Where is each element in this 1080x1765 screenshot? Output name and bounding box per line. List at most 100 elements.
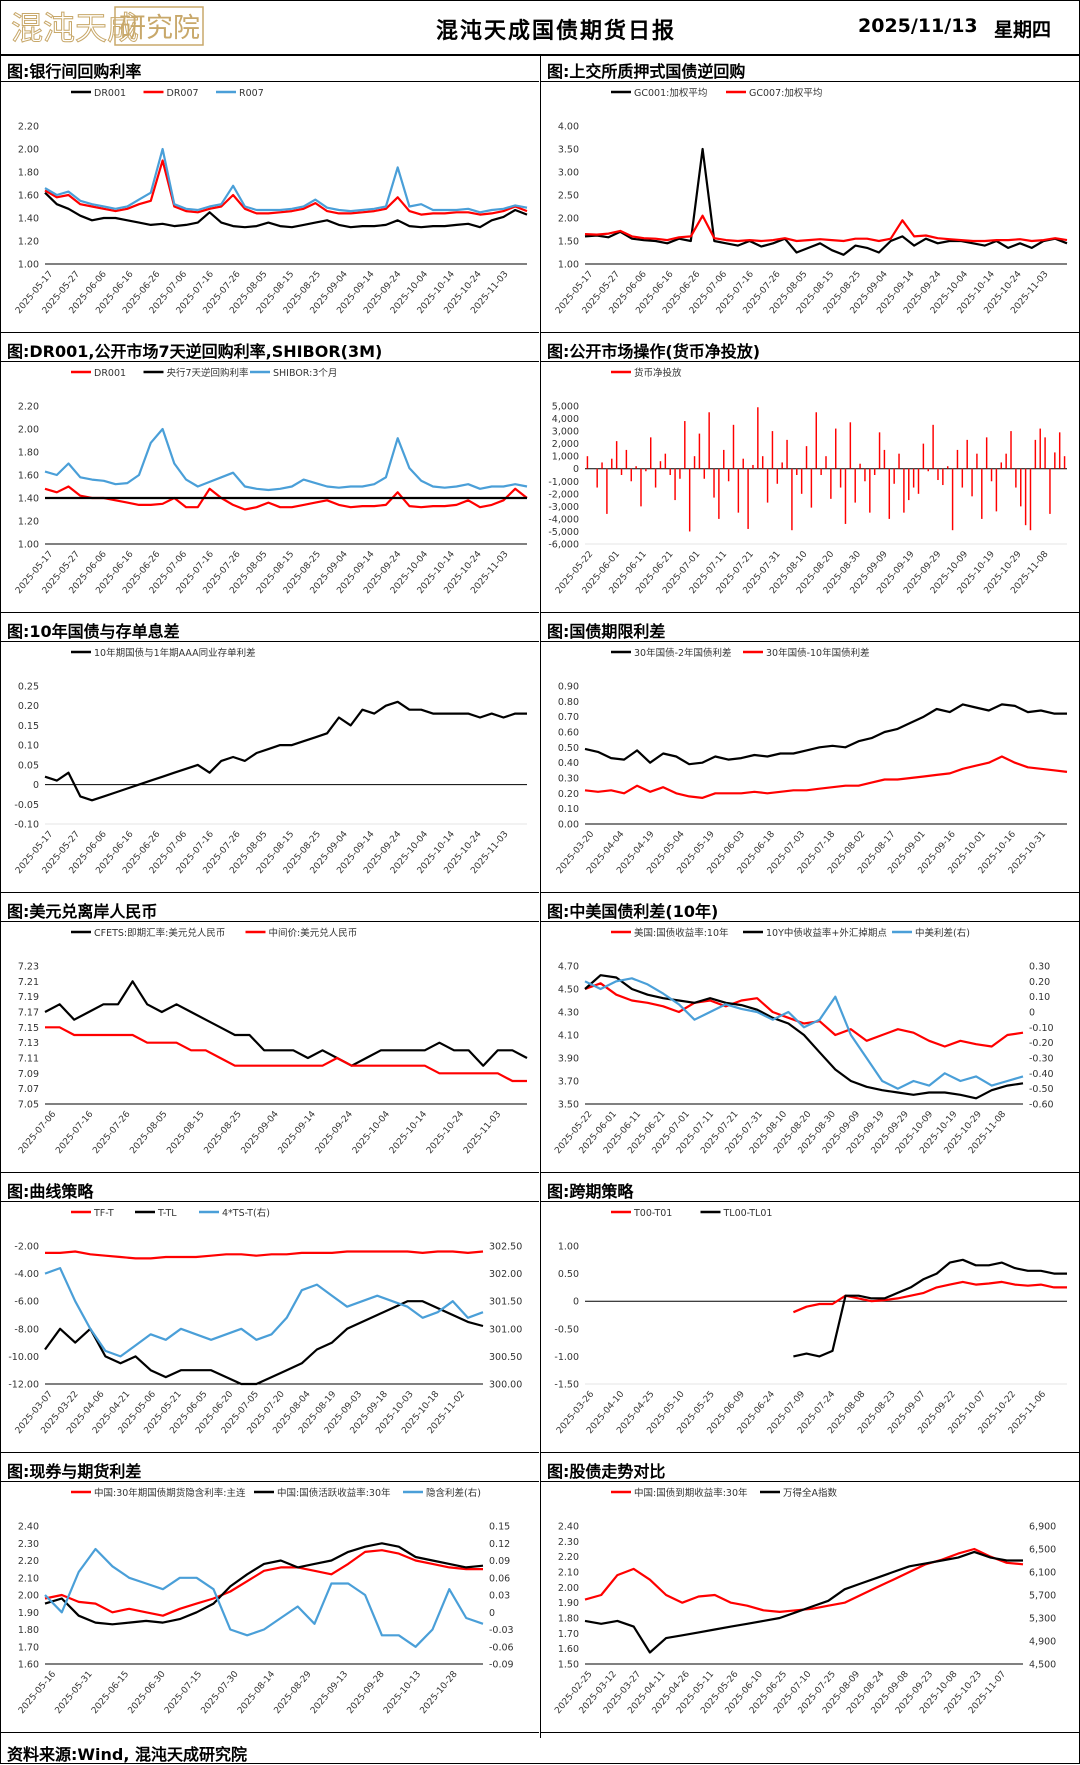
y-tick-label: 1.70	[18, 1642, 39, 1653]
bar	[937, 468, 939, 481]
bar	[1034, 439, 1037, 469]
y-right-tick-label: 300.50	[489, 1352, 522, 1363]
y-tick-label: 1.80	[18, 168, 39, 179]
bar	[1054, 452, 1056, 469]
panel-calendar-strategy: 图:跨期策略 T00-T01 TL00-TL01 -1.50 -1.00 -0.50 0 0…	[541, 1174, 1079, 1453]
y-tick-label: 0.10	[558, 804, 579, 815]
legend-label: 中国:国债活跃收益率:30年	[277, 1487, 391, 1499]
y-tick-label: 7.15	[18, 1023, 39, 1034]
bar	[727, 468, 730, 482]
y-right-tick-label: 0.12	[489, 1539, 510, 1550]
y-tick-label: 2.00	[18, 145, 39, 156]
legend-label: 10Y中债收益率+外汇掉期点	[766, 927, 887, 939]
panel-usdcnh: 图:美元兑离岸人民币 CFETS:即期汇率:美元兑人民币 中间价:美元兑人民币 7.…	[1, 894, 539, 1173]
bar	[747, 468, 749, 529]
series-line	[584, 147, 1068, 256]
panel-title-rule	[1, 1201, 539, 1202]
bar	[1000, 462, 1003, 469]
legend-item: 美国:国债收益率:10年	[611, 927, 729, 939]
y-tick-label: -0.50	[554, 1324, 579, 1335]
y-right-tick-label: 6,900	[1029, 1522, 1056, 1533]
bar	[796, 468, 798, 475]
bar	[645, 468, 647, 472]
y-tick-label: 1.00	[558, 1242, 579, 1253]
y-tick-label: -1.50	[554, 1380, 579, 1391]
svg-text:研究院: 研究院	[119, 13, 200, 44]
legend-item: SHIBOR:3个月	[250, 368, 337, 379]
bar	[849, 422, 852, 469]
y-tick-label: 1.80	[558, 1614, 579, 1625]
bar	[971, 468, 973, 497]
y-tick-label: 1.60	[18, 191, 39, 202]
panel-title: 图:公开市场操作(货币净投放)	[547, 342, 761, 361]
bar	[776, 468, 779, 484]
panel-title: 图:DR001,公开市场7天逆回购利率,SHIBOR(3M)	[7, 342, 383, 361]
x-tick-label: 2025-05-31	[53, 1670, 94, 1717]
bar	[620, 468, 623, 475]
legend-label: 中国:国债到期收益率:30年	[634, 1487, 748, 1499]
y-tick-label: 7.11	[18, 1054, 39, 1065]
bar	[859, 463, 861, 469]
bar	[976, 453, 978, 469]
y-tick-label: 4.10	[558, 1031, 579, 1042]
y-tick-label: 4.70	[558, 962, 579, 973]
bar	[927, 468, 929, 472]
legend-label: 10年期国债与1年期AAA同业存单利差	[94, 647, 256, 659]
series-line	[44, 980, 528, 1067]
legend-label: 中美利差(右)	[915, 927, 970, 939]
y-tick-label: 1.80	[18, 1625, 39, 1636]
legend-item: 中国:国债活跃收益率:30年	[254, 1487, 391, 1499]
y-tick-label: -1,000	[548, 477, 579, 488]
y-tick-label: 0	[573, 1297, 579, 1308]
x-tick-label: 2025-10-28	[418, 1669, 459, 1716]
series-line	[44, 159, 528, 216]
bar	[922, 443, 925, 469]
bar	[961, 468, 964, 488]
y-tick-label: 0.60	[558, 728, 579, 739]
bar	[732, 424, 735, 469]
panel-title: 图:银行间回购利率	[7, 62, 142, 81]
legend-item: 中美利差(右)	[892, 927, 970, 939]
y-tick-label: 3.50	[558, 1100, 579, 1111]
x-tick-label: 2025-07-26	[91, 1109, 132, 1156]
y-tick-label: 7.21	[18, 977, 39, 988]
y-right-tick-label: 0	[489, 1608, 495, 1619]
y-tick-label: 4.00	[558, 122, 579, 133]
bar	[1044, 437, 1046, 469]
bar	[703, 468, 706, 479]
y-right-tick-label: 0.10	[1029, 992, 1050, 1003]
y-tick-label: 2.40	[18, 1522, 39, 1533]
legend-label: 美国:国债收益率:10年	[634, 927, 729, 939]
legend-item: 30年国债-2年国债利差	[611, 647, 732, 659]
legend-item: 30年国债-10年国债利差	[743, 647, 870, 659]
legend-item: 10年期国债与1年期AAA同业存单利差	[71, 647, 256, 659]
bar	[893, 468, 895, 484]
series-line	[584, 982, 1024, 1048]
y-tick-label: 2.20	[18, 122, 39, 133]
y-right-tick-label: 0	[1029, 1008, 1035, 1019]
legend-label: T-TL	[157, 1208, 177, 1219]
panel-title-rule	[1, 921, 539, 922]
x-tick-label: 2025-09-28	[345, 1669, 386, 1716]
y-tick-label: 7.07	[18, 1084, 39, 1095]
bar	[844, 468, 847, 524]
bar	[990, 468, 993, 482]
series-line	[44, 1547, 484, 1648]
y-tick-label: 3.50	[558, 145, 579, 156]
y-tick-label: 1.00	[18, 260, 39, 271]
legend-item: 中间价:美元兑人民币	[245, 927, 357, 939]
legend-item: T00-T01	[611, 1208, 672, 1219]
legend-label: DR007	[167, 88, 199, 99]
y-tick-label: 1.00	[558, 260, 579, 271]
x-tick-label: 2025-10-14	[388, 1109, 429, 1156]
bar	[640, 468, 642, 507]
y-tick-label: 2.00	[18, 425, 39, 436]
bar	[684, 421, 686, 469]
y-right-tick-label: 6,500	[1029, 1545, 1056, 1556]
x-tick-label: 2025-06-30	[126, 1669, 167, 1716]
bar	[698, 433, 701, 469]
legend-label: DR001	[94, 368, 126, 379]
bar	[946, 466, 949, 469]
panel-title-rule	[541, 641, 1079, 642]
bar	[611, 458, 613, 469]
